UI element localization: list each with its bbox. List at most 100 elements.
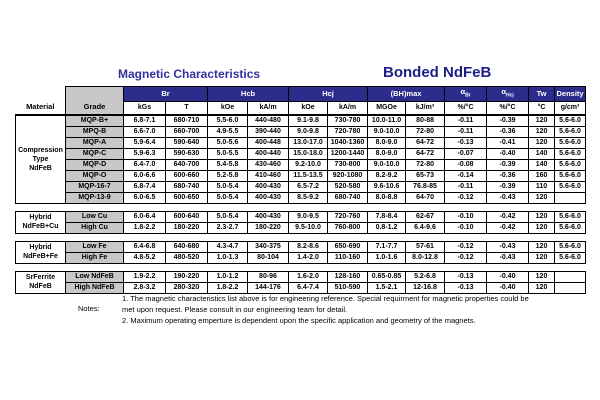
value-cell: -0.08 — [444, 158, 488, 171]
value-cell: 5.6-6.0 — [554, 147, 587, 160]
value-cell: 6.4-6.8 — [123, 240, 166, 253]
header-density: Density — [554, 86, 587, 102]
value-cell: 280-320 — [165, 281, 208, 294]
grade-cell: Low Cu — [65, 210, 124, 223]
value-cell: -0.40 — [486, 281, 529, 294]
table-row: Hybrid NdFeB+Fe Low Fe 6.4-6.8 640-680 4.3… — [15, 240, 586, 264]
value-cell: 1.0-1.2 — [207, 270, 248, 283]
value-cell: 120 — [528, 125, 556, 138]
header-alpha-br: αBr — [444, 86, 488, 102]
alpha-hcj-subscript: Hcj — [505, 92, 514, 99]
value-cell: 410-460 — [246, 169, 290, 182]
value-cell: 640-700 — [165, 158, 208, 171]
value-cell: -0.10 — [444, 210, 487, 223]
value-cell: -0.11 — [444, 180, 488, 193]
value-cell: 5.6-6.0 — [554, 180, 587, 193]
value-cell: 600-650 — [165, 191, 208, 204]
notes-text: 1. The magnetic characteristics list abo… — [122, 293, 584, 326]
value-cell: 13.0-17.0 — [288, 136, 329, 149]
value-cell: 590-630 — [165, 147, 208, 160]
value-cell: 0.8-1.2 — [367, 221, 406, 234]
value-cell: 6.4-9.6 — [405, 221, 445, 234]
value-cell: 120 — [528, 136, 556, 149]
value-cell: 440-480 — [246, 114, 290, 127]
value-cell: 400-440 — [246, 147, 290, 160]
value-cell: 5.0-5.5 — [207, 147, 248, 160]
unit-cell: MGOe — [367, 100, 407, 116]
value-cell: 190-220 — [165, 270, 208, 283]
value-cell: 110 — [528, 180, 556, 193]
value-cell: 8.0-8.8 — [367, 191, 407, 204]
value-cell: 730-800 — [327, 158, 369, 171]
value-cell: -0.13 — [444, 270, 487, 283]
value-cell: 6.0-6.4 — [123, 210, 166, 223]
value-cell: 64-72 — [405, 147, 446, 160]
value-cell: -0.43 — [486, 191, 530, 204]
value-cell: 9.0-9.8 — [288, 125, 329, 138]
table-row: MQP-O 6.0-6.6 600-660 5.2-5.8 410-460 11.5-1… — [16, 169, 587, 182]
value-cell: 120 — [528, 191, 556, 204]
value-cell: 6.5-7.2 — [288, 180, 329, 193]
value-cell: 2.3-2.7 — [207, 221, 248, 234]
value-cell: 5.6-6.0 — [554, 210, 586, 223]
grade-cell: MQP-A — [65, 136, 124, 149]
value-cell: 76.8-85 — [405, 180, 446, 193]
material-cell-srferrite: SrFerrite NdFeB — [15, 270, 66, 294]
grade-cell: MQP-D — [65, 158, 124, 171]
value-cell: 8.5-9.2 — [288, 191, 329, 204]
value-cell: 340-375 — [247, 240, 289, 253]
value-cell: -0.42 — [486, 210, 529, 223]
value-cell: 9.2-10.0 — [288, 158, 329, 171]
value-cell: 72-80 — [405, 158, 446, 171]
note-line: met upon request. Please consult in our … — [122, 305, 348, 314]
unit-cell: kA/m — [246, 100, 290, 116]
value-cell: 5.0-5.4 — [207, 191, 248, 204]
value-cell: 510-590 — [327, 281, 368, 294]
table-row: Compression Type NdFeB MQP-B+ 6.8-7.1 680… — [15, 114, 587, 204]
value-cell: 5.4-5.8 — [207, 158, 248, 171]
value-cell: 140 — [528, 147, 556, 160]
value-cell: 400-430 — [247, 210, 289, 223]
value-cell: -0.41 — [486, 136, 530, 149]
value-cell: 5.6-6.0 — [554, 125, 587, 138]
unit-cell: kGs — [123, 100, 166, 116]
unit-cell: g/cm³ — [554, 100, 587, 116]
srferrite-table: SrFerrite NdFeB Low NdFeB 1.9-2.2 190-220… — [15, 270, 586, 294]
value-cell: 64-72 — [405, 136, 446, 149]
value-cell: 7.8-8.4 — [367, 210, 406, 223]
value-cell: 5.6-6.0 — [554, 158, 587, 171]
value-cell: 680-710 — [165, 114, 208, 127]
value-cell: 6.0-6.5 — [123, 191, 166, 204]
table-row: MQP-D 6.4-7.0 640-700 5.4-5.8 430-460 9.2-10… — [16, 158, 587, 171]
value-cell: 120 — [528, 114, 556, 127]
header-alpha-hcj: αHcj — [486, 86, 530, 102]
alpha-br-subscript: Br — [465, 92, 471, 99]
value-cell: 5.6-6.0 — [554, 136, 587, 149]
material-cell-hybrid-fe: Hybrid NdFeB+Fe — [15, 240, 66, 264]
value-cell: 57-61 — [405, 240, 445, 253]
value-cell: -0.39 — [486, 180, 530, 193]
value-cell: 80-88 — [405, 114, 446, 127]
value-cell: 1.8-2.2 — [123, 221, 166, 234]
unit-cell: T — [165, 100, 208, 116]
value-cell: 6.4-7.0 — [123, 158, 166, 171]
header-hcb: Hcb — [206, 86, 290, 102]
grade-cell: High Fe — [65, 251, 124, 264]
value-cell: 9.5-10.0 — [288, 221, 328, 234]
characteristics-table: Material Grade Br Hcb Hcj (BH)max αBr αH… — [15, 86, 587, 294]
value-cell: 390-440 — [246, 125, 290, 138]
value-cell: 120 — [528, 281, 555, 294]
table-row: MQP-16-7 6.8-7.4 680-740 5.0-5.4 400-430 6.5… — [16, 180, 587, 193]
value-cell: 1.8-2.2 — [207, 281, 248, 294]
value-cell: 5.2-5.8 — [207, 169, 248, 182]
grade-cell: High Cu — [65, 221, 124, 234]
value-cell: 9.0-10.0 — [367, 125, 407, 138]
grade-cell: MQP-C — [65, 147, 124, 160]
value-cell: 480-520 — [165, 251, 208, 264]
value-cell: -0.40 — [486, 147, 530, 160]
material-cell-hybrid-cu: Hybrid NdFeB+Cu — [15, 210, 66, 234]
value-cell — [554, 281, 586, 294]
value-cell: 590-640 — [165, 136, 208, 149]
value-cell: 8.2-9.2 — [367, 169, 407, 182]
value-cell: -0.43 — [486, 240, 529, 253]
